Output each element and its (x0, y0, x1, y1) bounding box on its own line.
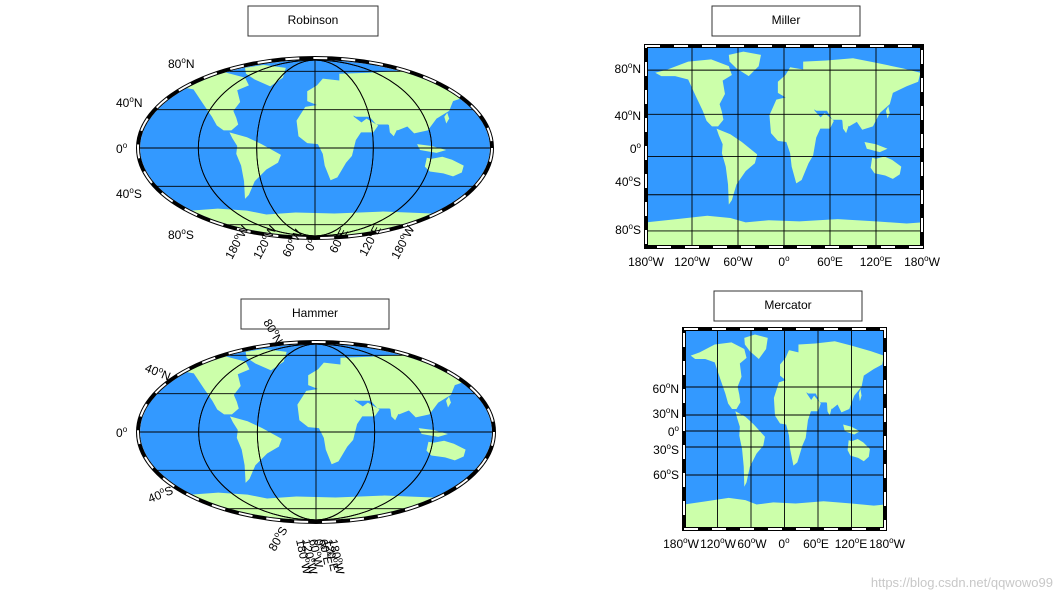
lon-label: 180oW (326, 538, 348, 577)
map-title: Mercator (764, 298, 811, 312)
lat-label: 30oN (653, 406, 679, 421)
lon-label: 180oW (221, 222, 251, 261)
lon-label: 0o (778, 536, 790, 551)
map-frame-dashes (683, 328, 886, 530)
lon-label: 60oW (723, 254, 753, 269)
map-panel-miller: Miller 80oN 40oN 0o 40oS 80oS 180oW 120oW 60oW 0o… (615, 5, 941, 269)
lon-label: 60oW (306, 538, 327, 570)
lat-label: 40oN (143, 360, 173, 384)
lon-label: 180oW (628, 254, 664, 269)
lat-label: 80oN (168, 56, 194, 71)
lon-label: 0o (311, 538, 328, 553)
map-frame-dashes (137, 57, 493, 239)
lon-label: 60oW (737, 536, 767, 551)
lat-label: 40oN (116, 95, 142, 110)
meridian-line (198, 344, 434, 520)
lat-label: 0o (630, 141, 642, 156)
map-title-box (240, 298, 390, 330)
lat-label: 0o (668, 424, 680, 439)
map-frame-dashes (137, 341, 495, 523)
lon-label: 60oE (316, 538, 336, 566)
lon-label: 60oE (817, 254, 843, 269)
lat-label: 30oS (653, 442, 679, 457)
lat-label: 40oS (615, 174, 641, 189)
lon-label: 60oE (803, 536, 829, 551)
map-frame-dashes (645, 45, 923, 248)
lon-label: 0o (778, 254, 790, 269)
lat-label: 40oS (116, 186, 142, 201)
map-title: Robinson (288, 13, 339, 27)
lon-label: 120oW (674, 254, 710, 269)
lat-label: 80oS (168, 227, 194, 242)
lat-label: 80oN (615, 61, 641, 76)
lat-label: 40oN (615, 108, 641, 123)
lat-label: 0o (116, 425, 128, 440)
lat-label: 40oS (146, 482, 176, 506)
lon-label: 180oW (663, 536, 699, 551)
lat-label: 80oS (265, 524, 291, 554)
map-title-box (247, 5, 379, 37)
lat-label: 60oS (653, 467, 679, 482)
meridian-line (197, 60, 433, 236)
lon-label: 120oE (835, 536, 868, 551)
map-title-box (711, 5, 861, 37)
map-panel-hammer: Hammer80oN40oN0o40oS80oS180oW120oW60oW0o… (116, 298, 496, 577)
map-panel-robinson: Robinson80oN40oN0o40oS80oS180oW120oW60oW… (116, 5, 494, 261)
meridian-line (256, 344, 376, 520)
lon-label: 120oE (860, 254, 893, 269)
meridian-line (256, 60, 374, 236)
lon-label: 180oW (293, 538, 315, 577)
lon-label: 180oW (869, 536, 905, 551)
map-title-box (713, 290, 863, 322)
lon-label: 120oE (321, 538, 342, 573)
map-title: Hammer (292, 306, 338, 320)
lat-label: 0o (116, 141, 128, 156)
watermark-text: https://blog.csdn.net/qqwowo99 (870, 575, 1053, 590)
lon-label: 180oW (904, 254, 940, 269)
lon-label: 120oW (700, 536, 736, 551)
lat-label: 80oS (615, 222, 641, 237)
lat-label: 60oN (653, 381, 679, 396)
map-title: Miller (772, 13, 801, 27)
lon-label: 120oW (299, 538, 321, 577)
